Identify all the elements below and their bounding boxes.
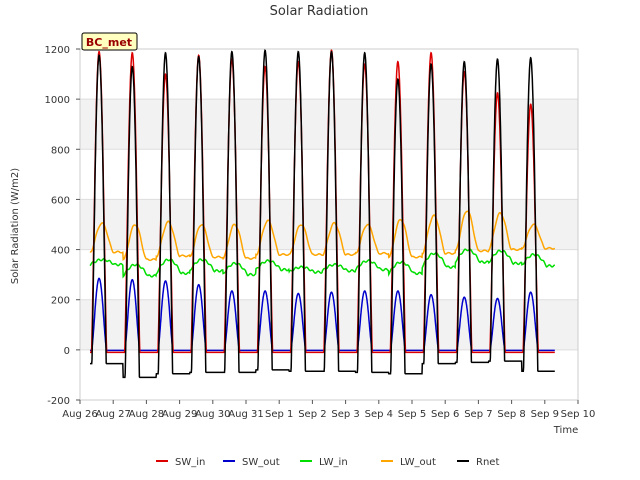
legend-label: Rnet <box>476 457 499 468</box>
x-tick-label: Aug 29 <box>162 409 197 420</box>
series-layer <box>89 49 556 379</box>
chart-title: Solar Radiation <box>270 4 369 19</box>
plot-frame <box>79 48 579 401</box>
x-tick-label: Aug 30 <box>195 409 230 420</box>
x-tick-label: Sep 5 <box>398 409 426 420</box>
legend-label: LW_in <box>319 457 348 468</box>
legend: SW_in SW_out LW_in LW_out Rnet <box>156 457 499 468</box>
legend-label: LW_out <box>400 457 436 468</box>
x-tick-label: Sep 4 <box>365 409 393 420</box>
site-label: BC_met <box>86 36 132 49</box>
y-tick-label: 1000 <box>45 95 70 106</box>
x-tick-label: Aug 31 <box>228 409 263 420</box>
x-tick-label: Sep 7 <box>464 409 492 420</box>
x-tick-label: Aug 26 <box>62 409 97 420</box>
x-tick-label: Sep 8 <box>497 409 525 420</box>
y-tick-label: 600 <box>51 195 70 206</box>
site-label-box: BC_met <box>81 32 138 51</box>
x-tick-label: Sep 2 <box>298 409 326 420</box>
series-line-rnet <box>90 49 555 379</box>
y-tick-label: 200 <box>51 296 70 307</box>
x-tick-label: Sep 1 <box>265 409 293 420</box>
y-axis-label: Solar Radiation (W/m2) <box>10 168 21 284</box>
x-tick-label: Sep 10 <box>561 409 596 420</box>
x-tick-label: Aug 27 <box>95 409 130 420</box>
y-tick-label: 400 <box>51 246 70 257</box>
y-tick-label: 800 <box>51 145 70 156</box>
legend-label: SW_in <box>175 457 205 468</box>
series-line-sw-out <box>90 277 555 352</box>
legend-label: SW_out <box>242 457 280 468</box>
x-axis-label: Time <box>553 425 578 436</box>
x-tick-label: Sep 3 <box>331 409 359 420</box>
x-tick-label: Sep 6 <box>431 409 459 420</box>
x-tick-label: Aug 28 <box>129 409 164 420</box>
y-tick-label: 0 <box>64 346 70 357</box>
x-tick-label: Sep 9 <box>531 409 559 420</box>
y-tick-label: -200 <box>47 396 70 407</box>
series-line-lw-out <box>89 210 556 262</box>
y-tick-label: 1200 <box>45 45 70 56</box>
series-line-lw-in <box>89 248 556 279</box>
